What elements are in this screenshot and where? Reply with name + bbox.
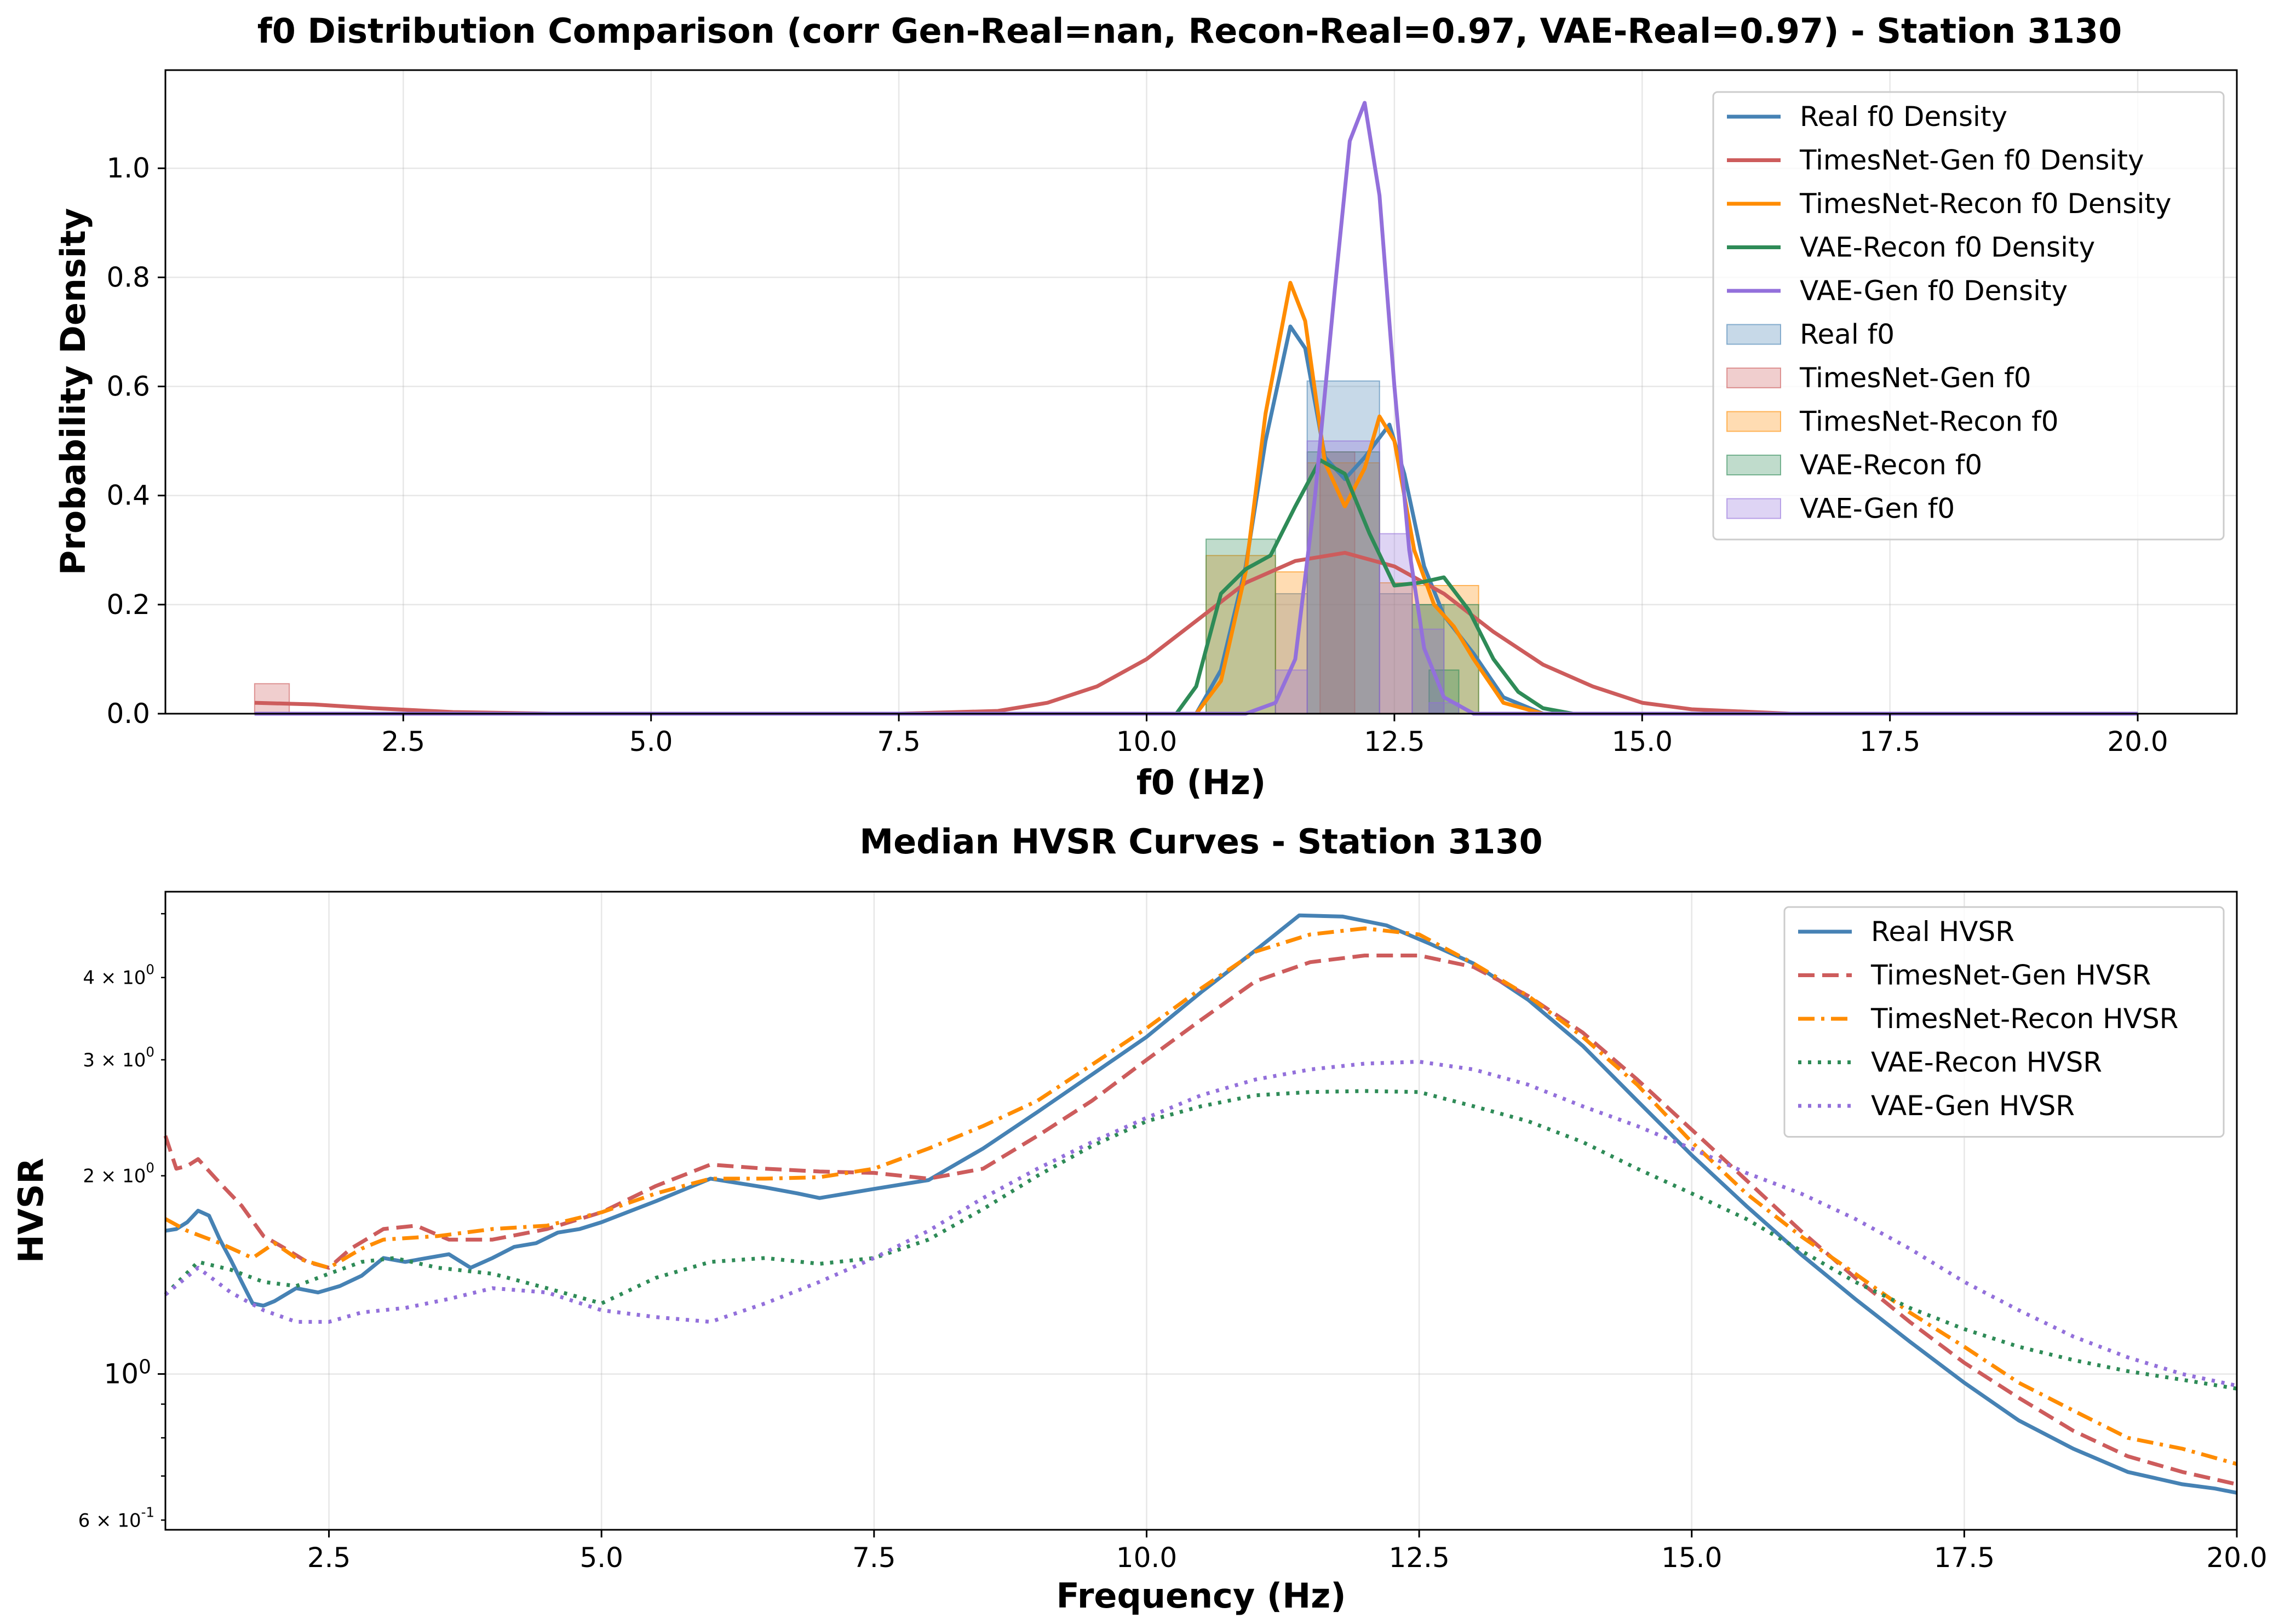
f0-x-tick-label: 17.5 [1859, 726, 1920, 758]
hvsr-y-major-tick-label: 100 [104, 1356, 151, 1390]
f0-y-axis-label: Probability Density [53, 208, 93, 575]
f0-plot-frame [164, 69, 2238, 715]
timesnet-recon-f0-legend-swatch [1726, 411, 1781, 432]
f0-legend: Real f0 Density TimesNet-Gen f0 Density Ti… [1712, 91, 2225, 541]
hvsr-legend: Real HVSR TimesNet-Gen HVSR TimesNet-Recon… [1783, 906, 2225, 1138]
vae-gen-f0-legend-swatch [1726, 498, 1781, 519]
real-f0-legend-label: Real f0 [1800, 319, 1895, 351]
vae-recon-f0-legend-label: VAE-Recon f0 [1800, 449, 1982, 481]
timesnet-recon-f0-density-legend-label: TimesNet-Recon f0 Density [1799, 188, 2172, 220]
f0-y-tick-label: 0.0 [106, 698, 150, 730]
timesnet-recon-f0-legend-label: TimesNet-Recon f0 [1799, 406, 2059, 438]
real-f0-legend-swatch [1726, 324, 1781, 345]
real-f0-histogram-bar [1379, 593, 1413, 715]
f0-x-tick-label: 12.5 [1364, 726, 1425, 758]
hvsr-x-tick-label: 15.0 [1661, 1542, 1722, 1574]
f0-distribution-plot: f0 Distribution Comparison (corr Gen-Rea… [53, 11, 2238, 802]
vae-gen-f0-histogram-bar [1411, 628, 1445, 714]
hvsr-x-tick-label: 12.5 [1388, 1542, 1449, 1574]
real-f0-density-legend-label: Real f0 Density [1800, 101, 2007, 133]
vae-gen-hvsr-curve [164, 1059, 2237, 1388]
timesnet-gen-f0-legend-swatch [1726, 368, 1781, 388]
real-hvsr-legend-label: Real HVSR [1871, 916, 2014, 948]
f0-y-ticks: 0.0 0.2 0.4 0.6 0.8 1.0 [106, 152, 165, 730]
vae-gen-f0-density-legend-label: VAE-Gen f0 Density [1800, 275, 2068, 307]
hvsr-legend-box [1783, 906, 2225, 1138]
f0-x-tick-label: 10.0 [1116, 726, 1177, 758]
hvsr-curves [163, 913, 2237, 1495]
f0-y-tick-label: 0.4 [106, 480, 150, 512]
hvsr-y-minor-tick-label: 2 × 100 [83, 1160, 154, 1187]
hvsr-y-ticks: 100 6 × 10-1 2 × 100 3 × 100 4 × 100 [78, 913, 165, 1531]
f0-x-axis-label: f0 (Hz) [1136, 762, 1266, 802]
hvsr-plot: Median HVSR Curves - Station 3130 2.5 5.0… [11, 822, 2267, 1616]
timesnet-gen-f0-histogram-bar [254, 683, 290, 714]
vae-gen-hvsr-legend-label: VAE-Gen HVSR [1871, 1090, 2075, 1122]
hvsr-x-tick-label: 17.5 [1934, 1542, 1995, 1574]
f0-y-tick-label: 0.2 [106, 589, 150, 621]
f0-x-ticks: 2.5 5.0 7.5 10.0 12.5 15.0 17.5 20.0 [382, 714, 2168, 758]
hvsr-plot-title: Median HVSR Curves - Station 3130 [859, 822, 1542, 862]
vae-recon-hvsr-legend-label: VAE-Recon HVSR [1871, 1047, 2102, 1078]
vae-recon-f0-density-legend-label: VAE-Recon f0 Density [1800, 232, 2095, 263]
hvsr-x-tick-label: 20.0 [2206, 1542, 2267, 1574]
hvsr-x-tick-label: 7.5 [852, 1542, 896, 1574]
f0-x-tick-label: 2.5 [382, 726, 426, 758]
hvsr-x-tick-label: 2.5 [307, 1542, 351, 1574]
timesnet-recon-hvsr-legend-label: TimesNet-Recon HVSR [1870, 1003, 2178, 1035]
timesnet-gen-hvsr-legend-label: TimesNet-Gen HVSR [1870, 960, 2151, 991]
timesnet-gen-hvsr-curve [163, 954, 2237, 1487]
f0-x-tick-label: 7.5 [877, 726, 921, 758]
hvsr-y-axis-label: HVSR [11, 1158, 51, 1263]
f0-x-tick-label: 15.0 [1612, 726, 1673, 758]
real-hvsr-curve [165, 913, 2237, 1495]
vae-gen-f0-legend-label: VAE-Gen f0 [1800, 493, 1955, 525]
hvsr-x-tick-label: 10.0 [1116, 1542, 1177, 1574]
hvsr-y-minor-tick-label: 6 × 10-1 [78, 1504, 154, 1531]
hvsr-y-minor-tick-label: 3 × 100 [83, 1044, 154, 1071]
hvsr-y-minor-tick-label: 4 × 100 [83, 962, 154, 989]
vae-recon-f0-legend-swatch [1726, 455, 1781, 475]
timesnet-recon-hvsr-curve [164, 926, 2237, 1466]
hvsr-x-tick-label: 5.0 [579, 1542, 623, 1574]
vae-recon-f0-density-curve [254, 458, 2138, 716]
f0-x-tick-label: 20.0 [2107, 726, 2168, 758]
f0-legend-box [1712, 91, 2225, 541]
f0-plot-title: f0 Distribution Comparison (corr Gen-Rea… [257, 11, 2122, 51]
f0-y-tick-label: 0.8 [106, 261, 150, 293]
vae-gen-f0-density-curve [254, 101, 2138, 716]
timesnet-gen-f0-legend-label: TimesNet-Gen f0 [1799, 362, 2031, 394]
hvsr-x-ticks: 2.5 5.0 7.5 10.0 12.5 15.0 17.5 20.0 [307, 1530, 2267, 1574]
timesnet-recon-f0-density-curve [254, 280, 2138, 716]
timesnet-gen-f0-density-legend-label: TimesNet-Gen f0 Density [1799, 145, 2144, 176]
f0-x-tick-label: 5.0 [629, 726, 673, 758]
hvsr-x-axis-label: Frequency (Hz) [1056, 1576, 1346, 1616]
f0-y-tick-label: 1.0 [106, 152, 150, 184]
hvsr-plot-frame [164, 891, 2238, 1531]
f0-y-tick-label: 0.6 [106, 371, 150, 403]
